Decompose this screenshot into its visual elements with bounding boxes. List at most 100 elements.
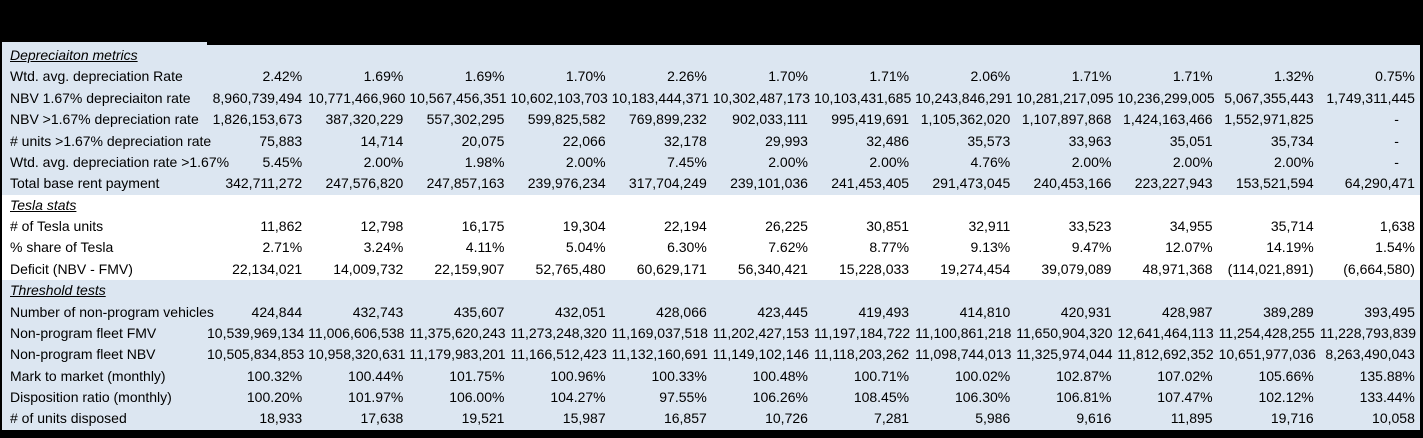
value-cell[interactable]: 35,573 xyxy=(967,132,1011,149)
value-cell[interactable]: 7.62% xyxy=(768,239,808,256)
value-cell[interactable]: 64,290,471 xyxy=(1344,175,1415,192)
empty-cell[interactable] xyxy=(915,45,1016,66)
row-label[interactable]: Deficit (NBV - FMV) xyxy=(10,260,133,277)
value-cell[interactable]: 1,638 xyxy=(1379,218,1415,234)
value-cell[interactable]: 223,227,943 xyxy=(1134,175,1213,192)
value-cell[interactable]: 11,098,744,013 xyxy=(915,346,1012,363)
value-cell[interactable]: 241,453,405 xyxy=(831,175,910,192)
value-cell[interactable]: 11,197,184,722 xyxy=(813,324,911,341)
value-cell[interactable]: 5,067,355,443 xyxy=(1224,89,1314,106)
value-cell[interactable]: 432,051 xyxy=(555,303,606,320)
value-cell[interactable]: 100.20% xyxy=(246,389,303,405)
empty-cell[interactable] xyxy=(308,195,409,216)
value-cell[interactable]: 100.71% xyxy=(853,367,910,384)
value-cell[interactable]: 48,971,368 xyxy=(1142,260,1213,277)
value-cell[interactable]: 2.26% xyxy=(667,68,707,85)
value-cell[interactable]: 100.44% xyxy=(348,367,404,384)
value-cell[interactable]: 15,987 xyxy=(562,410,606,427)
value-cell[interactable]: 12,641,464,113 xyxy=(1117,324,1214,341)
value-cell[interactable]: 2.00% xyxy=(1172,153,1213,170)
value-cell[interactable]: 33,523 xyxy=(1068,218,1112,234)
value-cell[interactable]: 423,445 xyxy=(757,303,808,320)
empty-cell[interactable] xyxy=(814,195,915,216)
value-cell[interactable]: 1,552,971,825 xyxy=(1224,111,1314,128)
value-cell[interactable]: 20,075 xyxy=(461,132,505,149)
row-label[interactable]: # units >1.67% depreciation rate xyxy=(10,132,212,149)
value-cell[interactable]: 17,638 xyxy=(360,410,404,427)
row-label[interactable]: Non-program fleet NBV xyxy=(10,346,156,363)
value-cell[interactable]: 32,486 xyxy=(866,132,910,149)
value-cell[interactable]: 10,103,431,685 xyxy=(813,89,912,106)
value-cell[interactable]: 2.00% xyxy=(1274,153,1314,170)
value-cell[interactable]: 7.45% xyxy=(667,153,707,170)
row-label[interactable]: Wtd. avg. depreciation Rate xyxy=(10,68,183,85)
empty-cell[interactable] xyxy=(1016,280,1117,301)
empty-cell[interactable] xyxy=(409,280,510,301)
value-cell[interactable]: 8,960,739,494 xyxy=(212,89,303,106)
value-cell[interactable]: 11,166,512,423 xyxy=(510,346,607,363)
value-cell[interactable]: 317,704,249 xyxy=(628,175,707,192)
value-cell[interactable]: - xyxy=(1394,111,1399,128)
value-cell[interactable]: 8.77% xyxy=(869,239,910,256)
empty-cell[interactable] xyxy=(1117,195,1218,216)
row-label[interactable]: Mark to market (monthly) xyxy=(10,367,166,384)
value-cell[interactable]: 100.33% xyxy=(651,367,707,384)
row-label[interactable]: # of Tesla units xyxy=(10,218,104,234)
empty-cell[interactable] xyxy=(510,280,611,301)
value-cell[interactable]: 435,607 xyxy=(453,303,505,320)
section-title[interactable]: Tesla stats xyxy=(10,196,77,213)
value-cell[interactable]: 10,567,456,351 xyxy=(409,89,507,106)
row-label[interactable]: NBV >1.67% depreciation rate xyxy=(10,111,199,128)
empty-cell[interactable] xyxy=(915,280,1016,301)
row-label[interactable]: # of units disposed xyxy=(10,410,127,427)
value-cell[interactable]: 101.75% xyxy=(449,367,505,384)
empty-cell[interactable] xyxy=(1320,195,1421,216)
value-cell[interactable]: 4.76% xyxy=(970,153,1011,170)
value-cell[interactable]: 11,179,983,201 xyxy=(409,346,506,363)
row-label[interactable]: Wtd. avg. depreciation rate >1.67% xyxy=(10,153,230,170)
empty-cell[interactable] xyxy=(510,195,611,216)
value-cell[interactable]: 414,810 xyxy=(959,303,1011,320)
value-cell[interactable]: 11,006,606,538 xyxy=(308,324,405,341)
value-cell[interactable]: 16,175 xyxy=(461,218,505,234)
value-cell[interactable]: 106.81% xyxy=(1056,389,1112,405)
value-cell[interactable]: 33,963 xyxy=(1068,132,1112,149)
value-cell[interactable]: 7,281 xyxy=(874,410,910,427)
value-cell[interactable]: 10,602,103,703 xyxy=(510,89,608,106)
value-cell[interactable]: 1.69% xyxy=(363,68,404,85)
value-cell[interactable]: 11,812,692,352 xyxy=(1117,346,1214,363)
empty-cell[interactable] xyxy=(1219,280,1320,301)
value-cell[interactable]: 1.70% xyxy=(768,68,808,85)
row-label[interactable]: Number of non-program vehicles xyxy=(10,303,214,320)
value-cell[interactable]: 11,325,974,044 xyxy=(1016,346,1113,363)
value-cell[interactable]: 14.19% xyxy=(1266,239,1314,256)
value-cell[interactable]: 10,771,466,960 xyxy=(308,89,406,106)
empty-cell[interactable] xyxy=(1117,45,1218,66)
value-cell[interactable]: 19,304 xyxy=(562,218,606,234)
value-cell[interactable]: 14,009,732 xyxy=(333,260,404,277)
value-cell[interactable]: 102.12% xyxy=(1258,389,1314,405)
empty-cell[interactable] xyxy=(409,45,510,66)
value-cell[interactable]: 247,576,820 xyxy=(325,175,404,192)
value-cell[interactable]: (6,664,580) xyxy=(1343,260,1415,277)
value-cell[interactable]: 11,862 xyxy=(260,218,303,234)
value-cell[interactable]: - xyxy=(1394,132,1399,149)
value-cell[interactable]: 8,263,490,043 xyxy=(1325,346,1415,363)
empty-cell[interactable] xyxy=(308,45,409,66)
empty-cell[interactable] xyxy=(308,280,409,301)
value-cell[interactable]: 428,987 xyxy=(1161,303,1213,320)
value-cell[interactable]: 6.30% xyxy=(667,239,707,256)
empty-cell[interactable] xyxy=(612,45,713,66)
value-cell[interactable]: 1,424,163,466 xyxy=(1123,111,1213,128)
value-cell[interactable]: 52,765,480 xyxy=(535,260,606,277)
value-cell[interactable]: 39,079,089 xyxy=(1041,260,1112,277)
value-cell[interactable]: 22,194 xyxy=(663,218,707,234)
value-cell[interactable]: 5,986 xyxy=(975,410,1011,427)
value-cell[interactable]: 75,883 xyxy=(259,132,303,149)
value-cell[interactable]: 291,473,045 xyxy=(932,175,1011,192)
value-cell[interactable]: 34,955 xyxy=(1169,218,1213,234)
value-cell[interactable]: 56,340,421 xyxy=(737,260,808,277)
empty-cell[interactable] xyxy=(612,195,713,216)
value-cell[interactable]: 106.30% xyxy=(954,389,1011,405)
value-cell[interactable]: 106.26% xyxy=(752,389,808,405)
